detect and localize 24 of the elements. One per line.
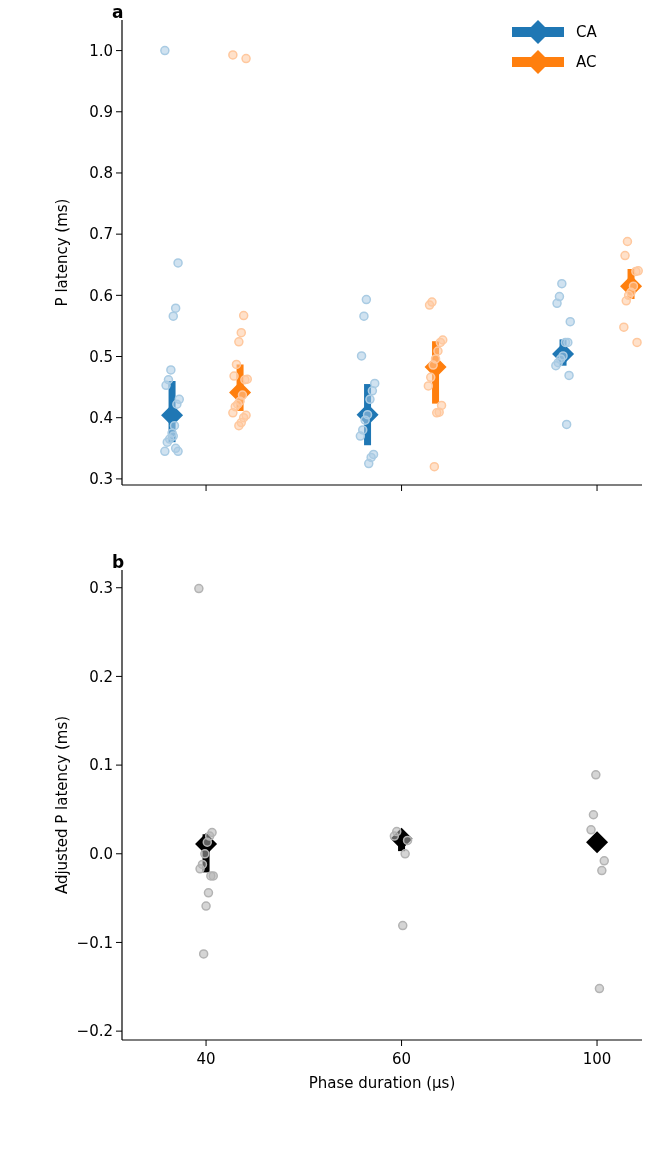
y-tick-label: 0.1 <box>89 756 113 775</box>
y-tick-label: −0.1 <box>76 933 113 952</box>
y-tick-label: 0.7 <box>89 225 113 244</box>
legend-label: AC <box>576 53 597 72</box>
x-tick-label: 60 <box>392 1050 412 1068</box>
y-tick-label: 0.2 <box>89 667 113 686</box>
y-tick-label: 0.3 <box>89 578 113 597</box>
y-tick-label: 0.8 <box>89 164 113 183</box>
y-tick-label: 0.4 <box>89 408 113 427</box>
annotation: b <box>112 552 125 572</box>
y-axis-title: Adjusted P latency (ms) <box>53 715 71 895</box>
legend-label: CA <box>576 23 598 42</box>
annotation: a <box>112 2 124 22</box>
x-axis-title: Phase duration (µs) <box>308 1074 456 1092</box>
x-tick-label: 100 <box>582 1050 612 1068</box>
y-tick-label: 0.6 <box>89 286 113 305</box>
y-tick-label: 1.0 <box>89 41 113 60</box>
y-tick-label: 0.3 <box>89 470 113 489</box>
y-tick-label: 0.0 <box>89 845 113 864</box>
y-tick-label: 0.9 <box>89 103 113 122</box>
x-tick-label: 40 <box>196 1050 216 1068</box>
y-tick-label: −0.2 <box>76 1022 113 1041</box>
y-tick-label: 0.5 <box>89 347 113 366</box>
y-axis-title: P latency (ms) <box>53 198 71 307</box>
